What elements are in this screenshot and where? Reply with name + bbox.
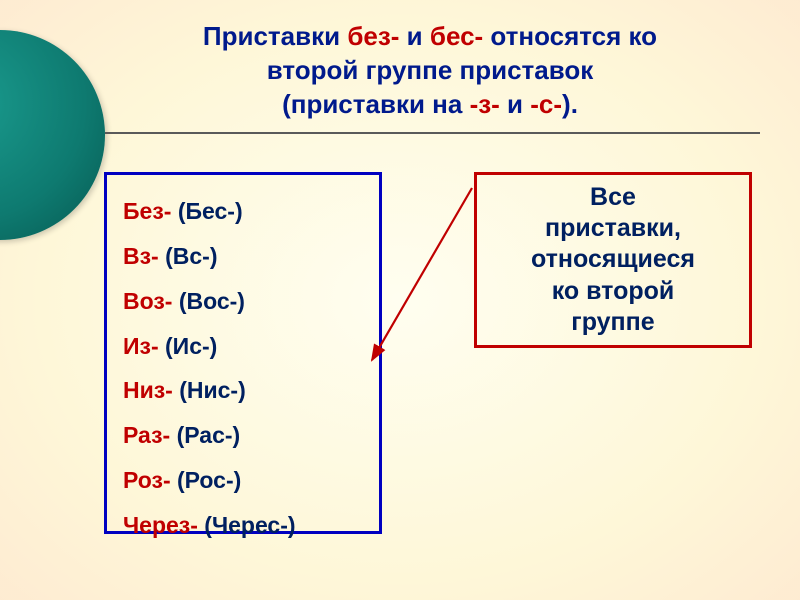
title-l3post: ).	[562, 89, 578, 119]
prefix-row: Через- (Черес-)	[123, 503, 363, 548]
info-l2: приставки,	[545, 214, 681, 242]
title-s: -с-	[530, 89, 562, 119]
title-underline	[105, 132, 760, 134]
prefix-z: Через-	[123, 512, 198, 538]
title-z: -з-	[470, 89, 500, 119]
prefix-s: (Бес-)	[178, 198, 243, 224]
title-bes: бес-	[430, 21, 483, 51]
info-l1: Все	[590, 183, 636, 211]
prefix-s: (Ис-)	[165, 333, 217, 359]
prefix-row: Низ- (Нис-)	[123, 368, 363, 413]
prefix-s: (Рас-)	[177, 422, 241, 448]
info-text: Все приставки, относящиеся ко второй гру…	[531, 182, 695, 338]
slide-title: Приставки без- и бес- относятся ко второ…	[100, 20, 760, 121]
prefix-z: Воз-	[123, 288, 172, 314]
info-l4: ко второй	[552, 277, 675, 305]
info-box: Все приставки, относящиеся ко второй гру…	[474, 172, 752, 348]
prefix-z: Из-	[123, 333, 159, 359]
title-mid: и	[500, 89, 530, 119]
prefix-s: (Рос-)	[177, 467, 241, 493]
title-line2: второй группе приставок	[267, 55, 594, 85]
info-l3: относящиеся	[531, 245, 695, 273]
prefix-row: Вз- (Вс-)	[123, 234, 363, 279]
prefix-row: Без- (Бес-)	[123, 189, 363, 234]
prefix-s: (Вс-)	[165, 243, 217, 269]
prefix-row: Раз- (Рас-)	[123, 413, 363, 458]
prefix-z: Низ-	[123, 377, 173, 403]
prefix-row: Воз- (Вос-)	[123, 279, 363, 324]
prefix-z: Без-	[123, 198, 171, 224]
prefix-z: Вз-	[123, 243, 159, 269]
prefix-s: (Нис-)	[179, 377, 246, 403]
info-l5: группе	[571, 308, 654, 336]
prefix-z: Раз-	[123, 422, 170, 448]
title-and: и	[399, 21, 429, 51]
title-bez: без-	[347, 21, 399, 51]
prefix-s: (Вос-)	[179, 288, 245, 314]
prefix-row: Роз- (Рос-)	[123, 458, 363, 503]
prefix-row: Из- (Ис-)	[123, 324, 363, 369]
title-part: Приставки	[203, 21, 347, 51]
prefix-list-box: Без- (Бес-) Вз- (Вс-) Воз- (Вос-) Из- (И…	[104, 172, 382, 534]
title-l3pre: (приставки на	[282, 89, 469, 119]
prefix-s: (Черес-)	[204, 512, 295, 538]
prefix-z: Роз-	[123, 467, 171, 493]
title-post: относятся ко	[483, 21, 657, 51]
